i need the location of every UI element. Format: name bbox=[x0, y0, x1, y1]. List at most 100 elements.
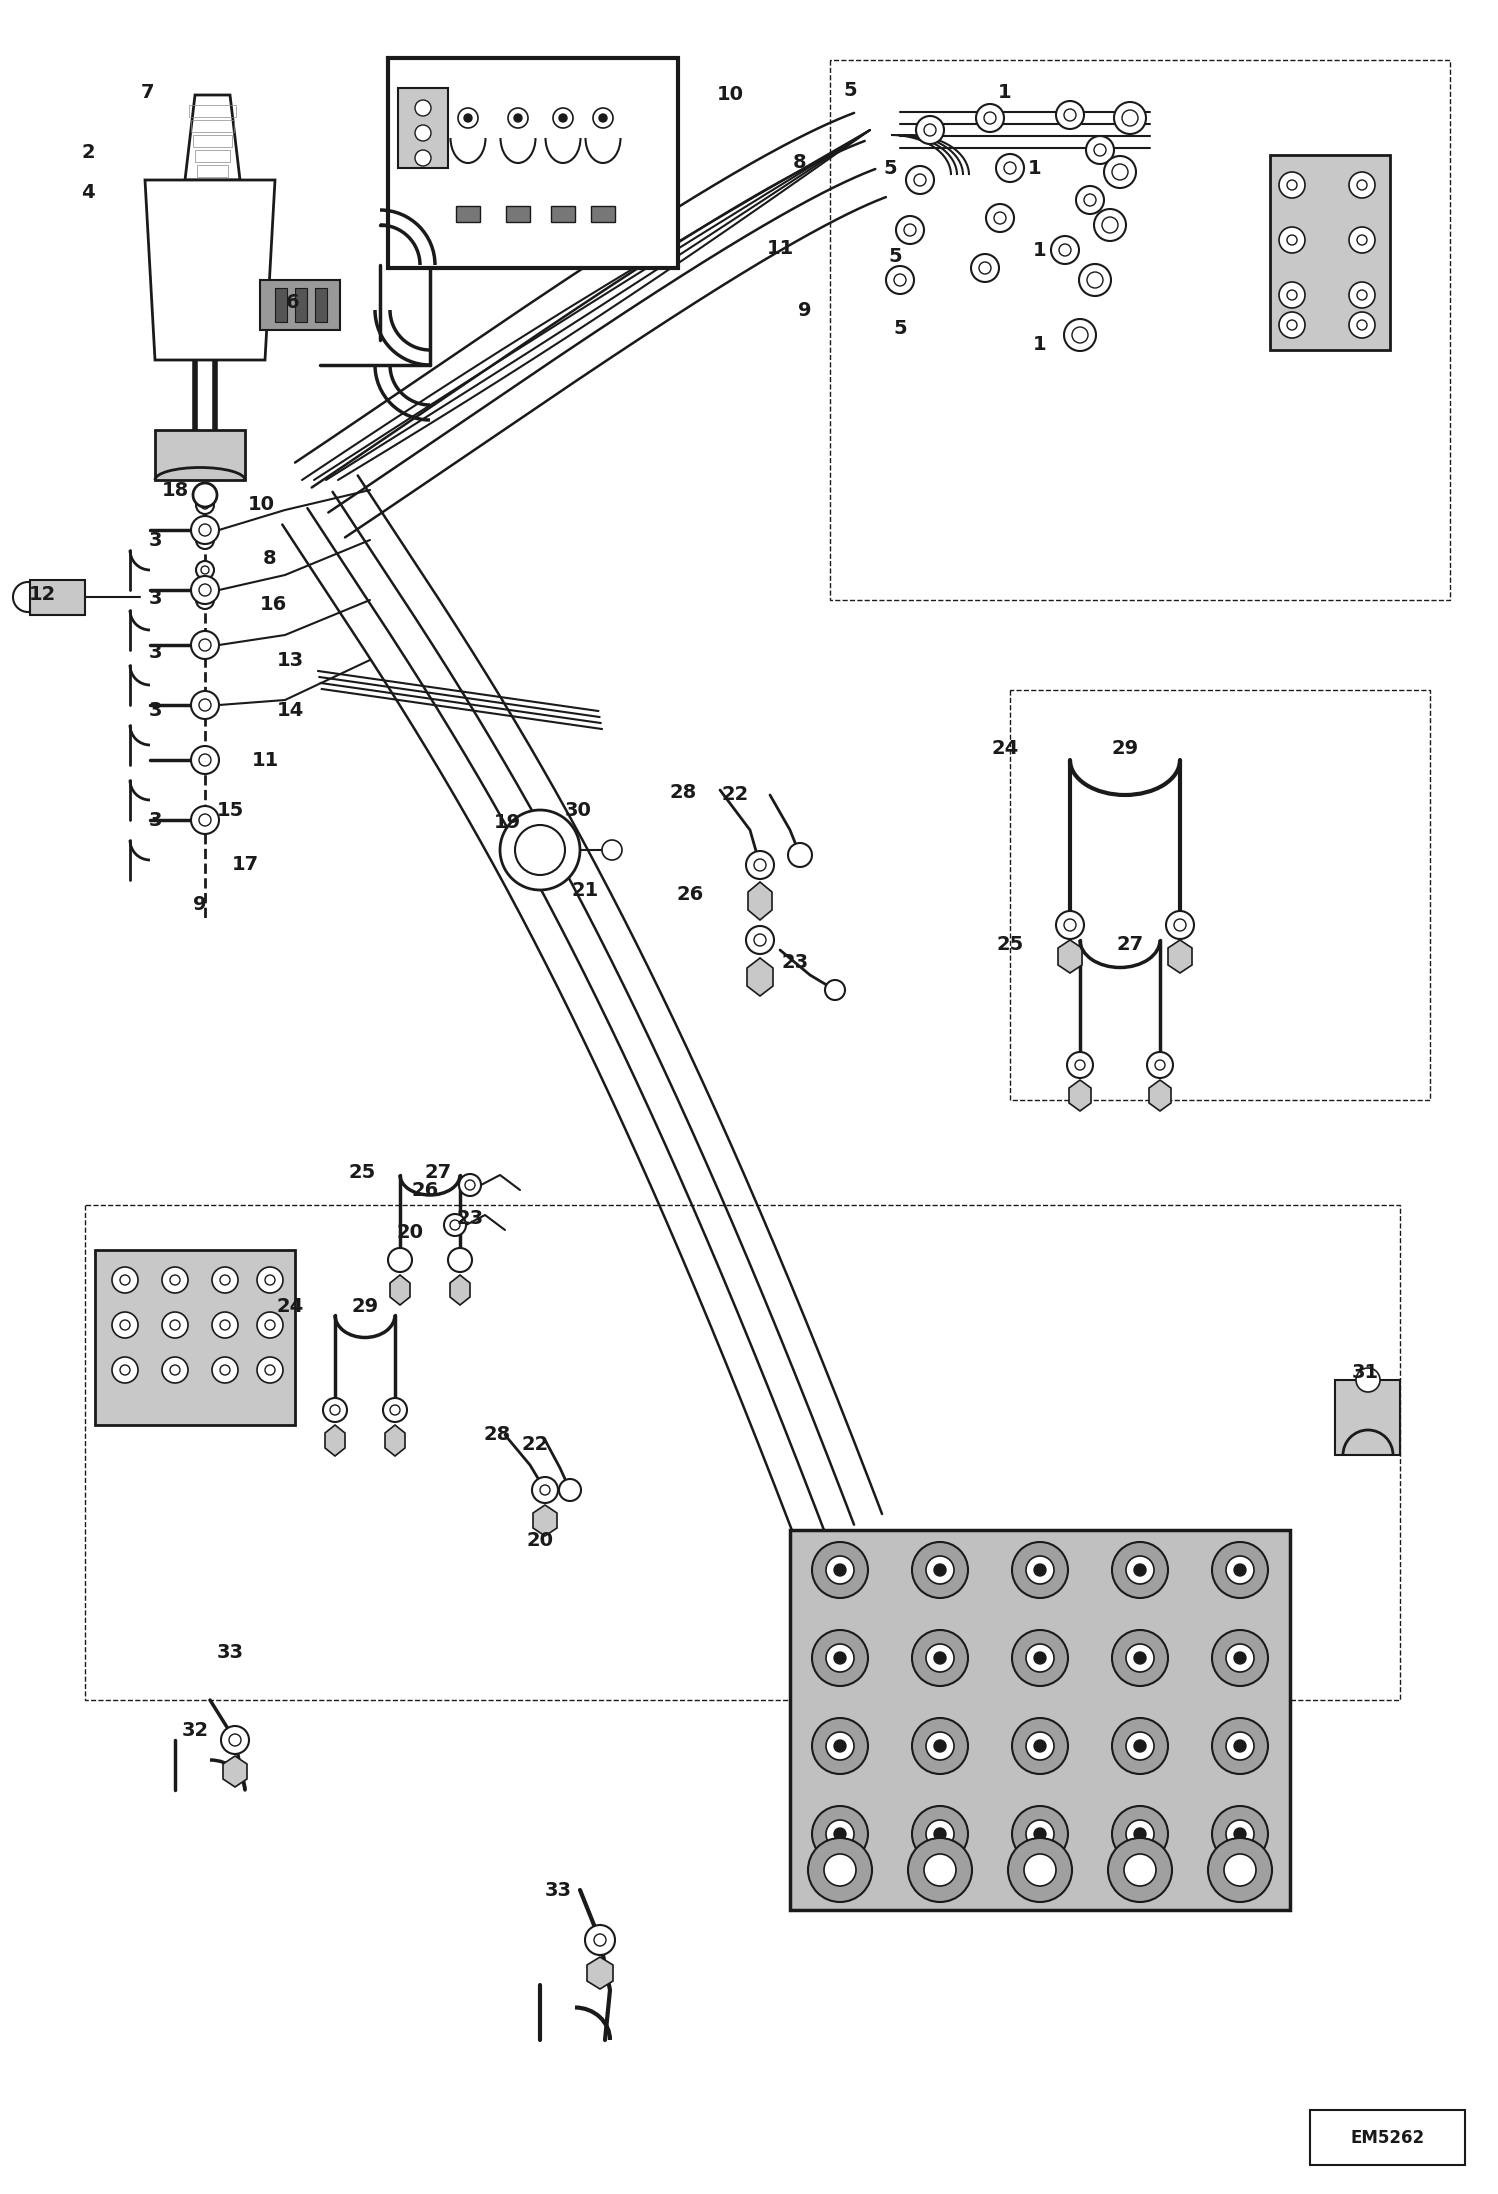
Circle shape bbox=[1174, 919, 1186, 930]
Circle shape bbox=[169, 1365, 180, 1376]
Circle shape bbox=[1112, 165, 1128, 180]
Circle shape bbox=[602, 840, 622, 860]
Text: 29: 29 bbox=[1112, 739, 1138, 757]
Text: 22: 22 bbox=[521, 1435, 548, 1455]
Text: 3: 3 bbox=[148, 643, 162, 663]
Circle shape bbox=[1064, 919, 1076, 930]
Circle shape bbox=[1357, 290, 1368, 301]
Circle shape bbox=[389, 1404, 400, 1415]
Circle shape bbox=[586, 1924, 616, 1955]
Circle shape bbox=[896, 215, 924, 244]
Polygon shape bbox=[449, 1275, 470, 1305]
Circle shape bbox=[1350, 283, 1375, 307]
Circle shape bbox=[383, 1398, 407, 1422]
Circle shape bbox=[906, 167, 933, 193]
Polygon shape bbox=[223, 1755, 247, 1786]
Circle shape bbox=[213, 1312, 238, 1338]
Circle shape bbox=[1279, 312, 1305, 338]
Circle shape bbox=[924, 125, 936, 136]
Text: 22: 22 bbox=[722, 785, 749, 805]
Text: 6: 6 bbox=[286, 292, 300, 312]
Circle shape bbox=[1026, 1643, 1055, 1672]
Circle shape bbox=[1134, 1828, 1146, 1841]
Circle shape bbox=[908, 1839, 972, 1902]
Circle shape bbox=[595, 1933, 607, 1946]
Text: 19: 19 bbox=[493, 814, 521, 832]
Text: 11: 11 bbox=[767, 239, 794, 257]
Circle shape bbox=[201, 597, 210, 603]
Text: 26: 26 bbox=[412, 1180, 439, 1200]
Text: 18: 18 bbox=[162, 480, 189, 500]
Text: 13: 13 bbox=[277, 649, 304, 669]
Circle shape bbox=[192, 805, 219, 834]
Circle shape bbox=[464, 114, 472, 123]
Circle shape bbox=[1026, 1821, 1055, 1847]
Circle shape bbox=[213, 1266, 238, 1292]
Circle shape bbox=[199, 814, 211, 825]
Polygon shape bbox=[184, 94, 240, 180]
Circle shape bbox=[448, 1248, 472, 1273]
Circle shape bbox=[539, 1485, 550, 1494]
Text: 29: 29 bbox=[352, 1297, 379, 1316]
Circle shape bbox=[1064, 110, 1076, 121]
Text: 3: 3 bbox=[148, 700, 162, 720]
Circle shape bbox=[1279, 171, 1305, 197]
Circle shape bbox=[1234, 1740, 1246, 1753]
Circle shape bbox=[746, 926, 774, 954]
Text: 25: 25 bbox=[349, 1163, 376, 1183]
Circle shape bbox=[788, 842, 812, 867]
Circle shape bbox=[812, 1718, 867, 1775]
Bar bbox=[154, 430, 246, 480]
Bar bbox=[94, 1251, 295, 1424]
Bar bbox=[551, 206, 575, 222]
Circle shape bbox=[120, 1275, 130, 1286]
Circle shape bbox=[1155, 1060, 1165, 1071]
Text: 23: 23 bbox=[457, 1209, 484, 1226]
Text: 5: 5 bbox=[843, 81, 857, 99]
Circle shape bbox=[912, 1542, 968, 1597]
Circle shape bbox=[746, 851, 774, 880]
Circle shape bbox=[1350, 171, 1375, 197]
Text: 27: 27 bbox=[424, 1163, 451, 1183]
Bar bbox=[592, 206, 616, 222]
Circle shape bbox=[1112, 1806, 1168, 1863]
Circle shape bbox=[162, 1266, 189, 1292]
Circle shape bbox=[1034, 1652, 1046, 1663]
Circle shape bbox=[199, 700, 211, 711]
Circle shape bbox=[825, 981, 845, 1000]
Text: 5: 5 bbox=[888, 246, 902, 265]
Circle shape bbox=[834, 1652, 846, 1663]
Circle shape bbox=[1013, 1542, 1068, 1597]
Circle shape bbox=[415, 101, 431, 116]
Circle shape bbox=[1212, 1542, 1267, 1597]
Polygon shape bbox=[389, 1275, 410, 1305]
Circle shape bbox=[1004, 162, 1016, 173]
Circle shape bbox=[807, 1839, 872, 1902]
Circle shape bbox=[1126, 1643, 1153, 1672]
Circle shape bbox=[196, 590, 214, 610]
Circle shape bbox=[812, 1806, 867, 1863]
Circle shape bbox=[1112, 1718, 1168, 1775]
Bar bbox=[506, 206, 530, 222]
Text: 25: 25 bbox=[996, 935, 1023, 954]
Circle shape bbox=[1356, 1369, 1380, 1391]
Circle shape bbox=[1122, 110, 1138, 125]
Circle shape bbox=[1034, 1828, 1046, 1841]
Text: 8: 8 bbox=[264, 548, 277, 568]
Text: 24: 24 bbox=[276, 1297, 304, 1316]
Text: 9: 9 bbox=[193, 895, 207, 915]
Polygon shape bbox=[145, 180, 276, 360]
Bar bbox=[276, 287, 288, 323]
Text: 3: 3 bbox=[148, 810, 162, 829]
Circle shape bbox=[458, 108, 478, 127]
Circle shape bbox=[162, 1358, 189, 1382]
Circle shape bbox=[532, 1477, 557, 1503]
Polygon shape bbox=[587, 1957, 613, 1990]
Circle shape bbox=[1225, 1731, 1254, 1760]
Bar bbox=[30, 579, 85, 614]
Circle shape bbox=[388, 1248, 412, 1273]
Circle shape bbox=[1013, 1718, 1068, 1775]
Circle shape bbox=[199, 584, 211, 597]
Circle shape bbox=[199, 524, 211, 535]
Circle shape bbox=[1225, 1643, 1254, 1672]
